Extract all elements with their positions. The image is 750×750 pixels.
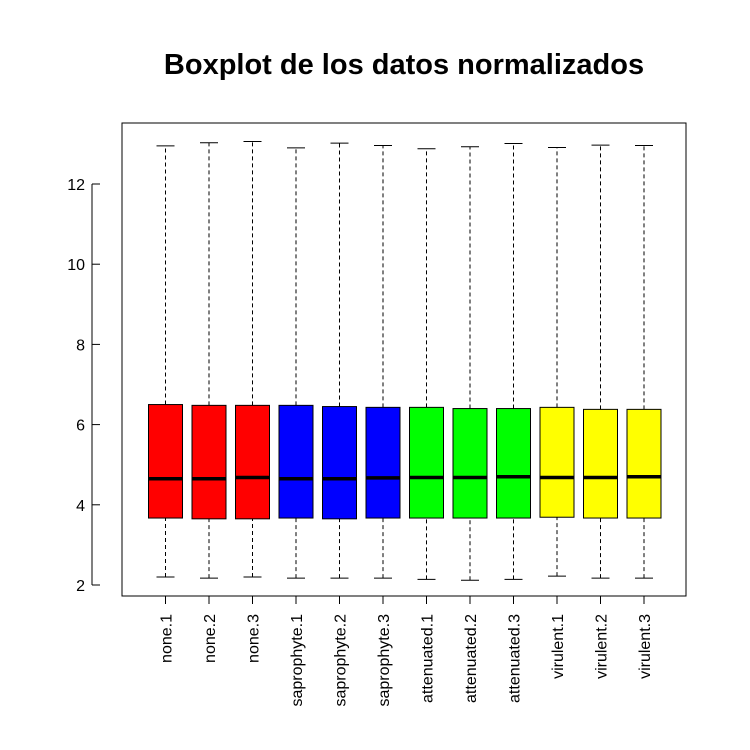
- box-attenuated.2: [452, 146, 488, 581]
- x-tick-label: attenuated.1: [420, 614, 437, 703]
- box-body: [148, 404, 183, 519]
- box-body: [365, 406, 401, 519]
- y-tick-label: 4: [76, 498, 85, 515]
- box-attenuated.1: [409, 148, 444, 580]
- box-body: [322, 406, 357, 520]
- box-body: [583, 408, 618, 519]
- x-tick-label: attenuated.2: [463, 614, 480, 703]
- box-body: [496, 408, 531, 519]
- box-body: [626, 408, 662, 519]
- x-tick-label: none.1: [159, 614, 176, 663]
- box-saprophyte.1: [278, 147, 314, 579]
- box-none.3: [235, 140, 270, 578]
- box-body: [452, 408, 488, 519]
- box-saprophyte.3: [365, 145, 401, 579]
- box-body: [539, 406, 575, 518]
- x-tick-label: virulent.3: [637, 614, 654, 679]
- box-body: [278, 404, 314, 519]
- box-virulent.2: [583, 144, 618, 579]
- box-attenuated.3: [496, 142, 531, 580]
- x-tick-label: saprophyte.2: [333, 614, 350, 707]
- plot-frame: [121, 122, 687, 597]
- chart-title: Boxplot de los datos normalizados: [164, 49, 644, 81]
- x-tick-label: virulent.1: [550, 614, 567, 679]
- x-tick-label: saprophyte.1: [289, 614, 306, 707]
- box-body: [235, 404, 270, 520]
- y-tick-label: 10: [67, 257, 85, 274]
- x-tick-label: none.2: [202, 614, 219, 663]
- y-tick-label: 12: [67, 177, 85, 194]
- box-virulent.1: [539, 147, 575, 577]
- x-axis: none.1 none.2 none.3 saprophyte.1 saprophyte…: [159, 595, 654, 707]
- y-tick-label: 6: [76, 418, 85, 435]
- box-saprophyte.2: [322, 142, 357, 579]
- y-tick-label: 8: [76, 337, 85, 354]
- x-tick-label: saprophyte.3: [376, 614, 393, 707]
- x-tick-label: attenuated.3: [507, 614, 524, 703]
- box-body: [409, 406, 444, 519]
- box-virulent.3: [626, 145, 662, 579]
- y-tick-label: 2: [76, 578, 85, 595]
- y-axis: 2 4 6 8 10 12: [67, 177, 100, 595]
- box-body: [191, 404, 227, 520]
- boxes-group: [148, 140, 662, 581]
- box-none.2: [191, 142, 227, 579]
- x-tick-label: none.3: [246, 614, 263, 663]
- x-tick-label: virulent.2: [594, 614, 611, 679]
- box-none.1: [148, 145, 183, 578]
